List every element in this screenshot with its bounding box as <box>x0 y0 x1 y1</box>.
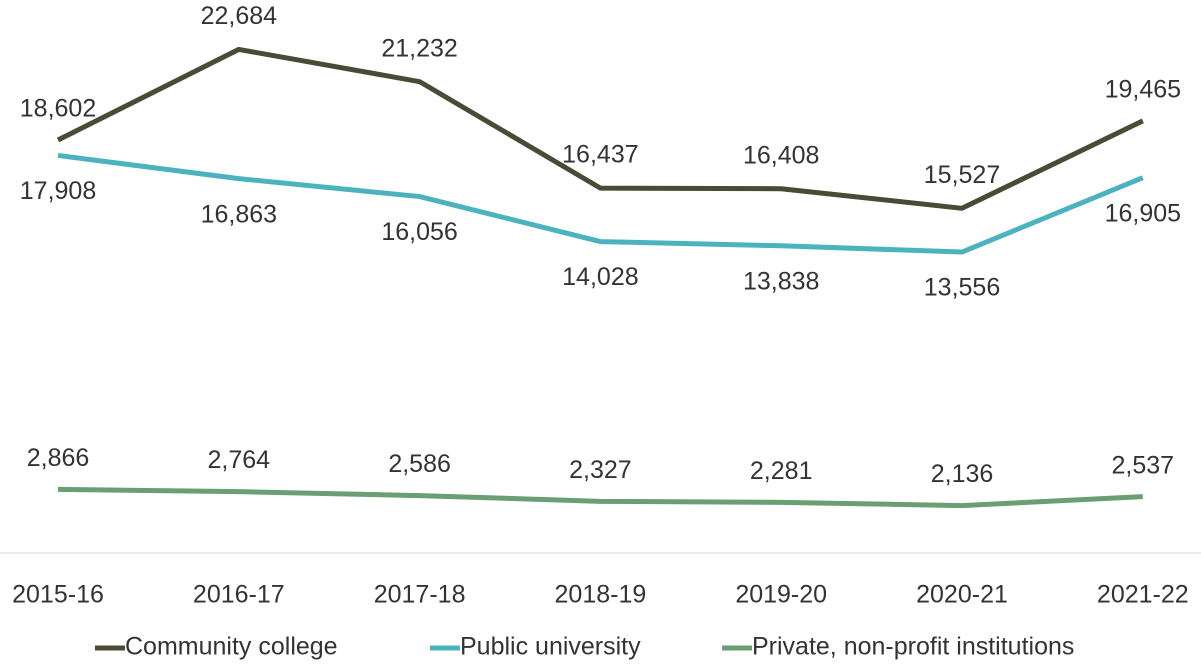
data-label: 13,556 <box>924 274 1000 302</box>
data-label: 2,327 <box>569 456 632 484</box>
data-label: 17,908 <box>20 177 96 205</box>
data-label: 16,863 <box>201 200 277 228</box>
data-label: 16,437 <box>562 141 638 169</box>
data-label: 14,028 <box>562 263 638 291</box>
data-label: 19,465 <box>1105 75 1181 103</box>
data-label: 13,838 <box>743 267 819 295</box>
data-label: 2,136 <box>931 460 994 488</box>
data-label: 2,586 <box>388 450 451 478</box>
x-tick-label: 2021-22 <box>1097 581 1189 609</box>
x-tick-label: 2016-17 <box>193 581 285 609</box>
data-label: 16,056 <box>381 218 457 246</box>
data-label: 2,537 <box>1112 451 1175 479</box>
data-label: 16,408 <box>743 141 819 169</box>
x-tick-label: 2017-18 <box>374 581 466 609</box>
series-line <box>57 152 1144 255</box>
data-label: 2,866 <box>27 444 90 472</box>
data-label: 16,905 <box>1105 199 1181 227</box>
x-tick-label: 2020-21 <box>916 581 1008 609</box>
data-label: 18,602 <box>20 95 96 123</box>
data-label: 15,527 <box>924 161 1000 189</box>
x-tick-label: 2015-16 <box>12 581 104 609</box>
legend-label: Private, non-profit institutions <box>752 633 1074 661</box>
data-label: 2,764 <box>208 446 271 474</box>
x-tick-label: 2018-19 <box>555 581 647 609</box>
data-label: 2,281 <box>750 457 813 485</box>
series-line <box>57 486 1143 509</box>
series-line <box>56 46 1144 211</box>
legend-label: Public university <box>460 633 641 661</box>
data-label: 21,232 <box>381 34 457 62</box>
x-tick-label: 2019-20 <box>735 581 827 609</box>
legend-label: Community college <box>125 633 338 661</box>
data-label: 22,684 <box>201 2 278 30</box>
